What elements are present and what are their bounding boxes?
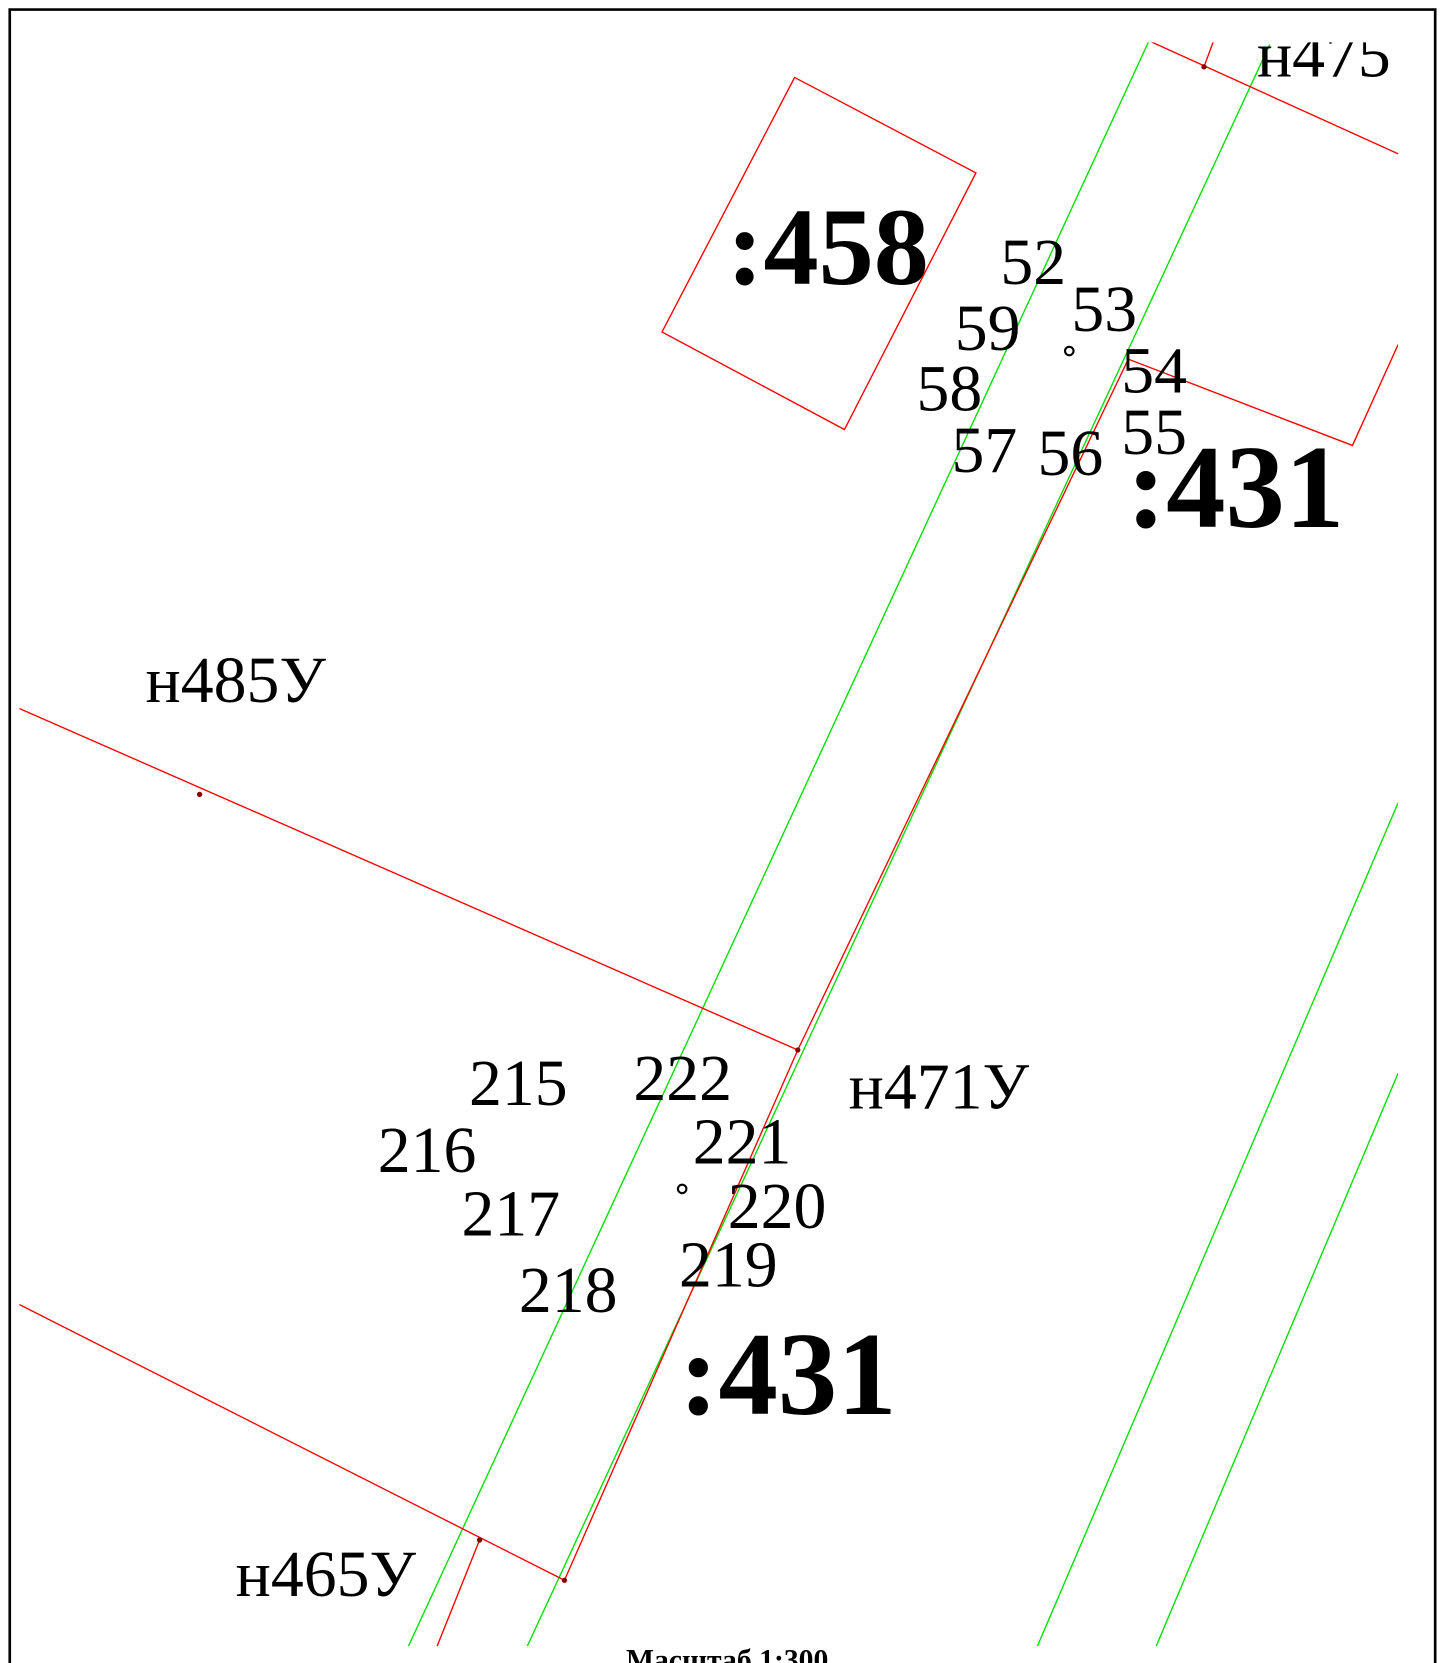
parcel-label: н465У — [236, 1538, 417, 1611]
point-label: 217 — [462, 1178, 561, 1251]
point-label: 220 — [728, 1170, 827, 1243]
green-line — [1036, 802, 1399, 1647]
green-line — [1155, 1073, 1399, 1647]
point-label: 218 — [519, 1254, 618, 1327]
green-line — [407, 42, 1150, 1647]
parcel-label: н471У — [849, 1050, 1030, 1123]
parcel-label: :431 — [679, 1308, 897, 1440]
red-line — [1203, 42, 1214, 68]
parcel-458 — [661, 76, 977, 431]
frame — [8, 8, 1437, 1663]
point-label: 55 — [1121, 396, 1187, 469]
parcel-label: н485У — [146, 644, 327, 717]
parcel-label: н475 — [1257, 18, 1391, 91]
point-label: 59 — [955, 292, 1021, 365]
red-line — [436, 1539, 481, 1647]
point-mark — [676, 1183, 688, 1195]
parcel-label: :458 — [727, 186, 929, 308]
points — [196, 64, 1207, 1583]
point-label: 222 — [633, 1042, 732, 1115]
green-line — [526, 44, 1271, 1647]
point-label: 221 — [693, 1105, 792, 1178]
point-label: 216 — [378, 1114, 477, 1187]
point-label: 215 — [469, 1047, 568, 1120]
point-label: 54 — [1121, 334, 1187, 407]
point-label: 56 — [1037, 417, 1103, 490]
point-label: 219 — [679, 1228, 778, 1301]
drawing: :458 52 53 59 58 54 57 56 55 :431 н485У … — [19, 18, 1399, 1647]
point-label: 53 — [1071, 273, 1137, 346]
point-label: 58 — [917, 352, 983, 425]
point-label: 57 — [952, 414, 1018, 487]
scale-label: Масштаб 1:300 — [626, 1644, 828, 1663]
point-label: 52 — [1000, 226, 1066, 299]
point-mark — [1063, 345, 1075, 357]
parcel-label: :431 — [1127, 421, 1345, 553]
red-line — [1150, 42, 1399, 155]
red-line — [19, 1303, 565, 1581]
red-line — [19, 707, 799, 1051]
red-line — [1126, 344, 1399, 447]
